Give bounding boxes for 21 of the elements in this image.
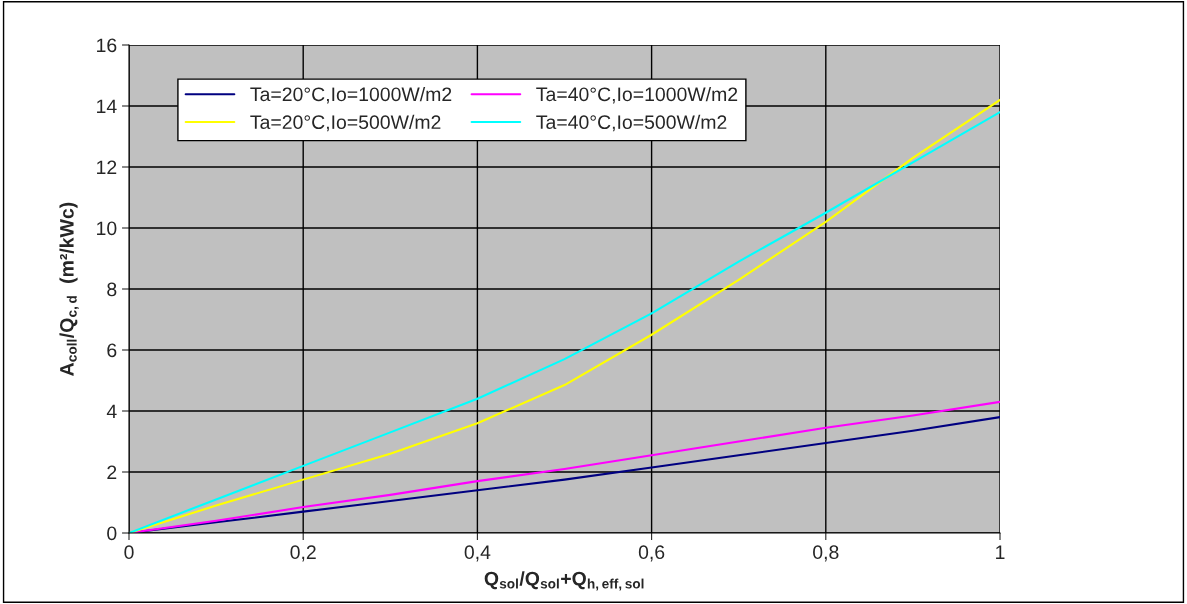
x-tick-label: 1 (996, 545, 1005, 559)
y-tick-label: 4 (106, 404, 117, 419)
y-tick-label: 0 (107, 526, 117, 541)
x-tick-label: 0,2 (290, 545, 316, 562)
y-tick-label: 10 (97, 221, 117, 236)
legend-label: Ta=20°C,Io=500W/m2 (250, 114, 441, 132)
legend-label: Ta=20°C,Io=1000W/m2 (250, 86, 452, 104)
x-tick-label: 0,4 (464, 545, 491, 562)
y-tick-label: 2 (107, 465, 117, 480)
x-tick-label: 0,8 (813, 545, 839, 562)
x-tick-label: 0 (124, 545, 134, 560)
y-tick-label: 12 (97, 160, 117, 175)
legend-label: Ta=40°C,Io=500W/m2 (536, 114, 727, 132)
y-axis-title: A$_{coll}$/Q$_{c,d}$ (m²/kWc) (59, 202, 79, 376)
x-axis-title: Q$_{sol}$/Q$_{sol}$+Q$_{h,eff,sol}$ (484, 571, 644, 591)
y-tick-label: 14 (97, 99, 117, 114)
x-tick-label: 0,6 (638, 545, 665, 562)
y-tick-label: 6 (107, 343, 117, 358)
legend-label: Ta=40°C,Io=1000W/m2 (536, 86, 738, 104)
y-tick-label: 16 (97, 38, 117, 53)
y-tick-label: 8 (107, 282, 117, 297)
